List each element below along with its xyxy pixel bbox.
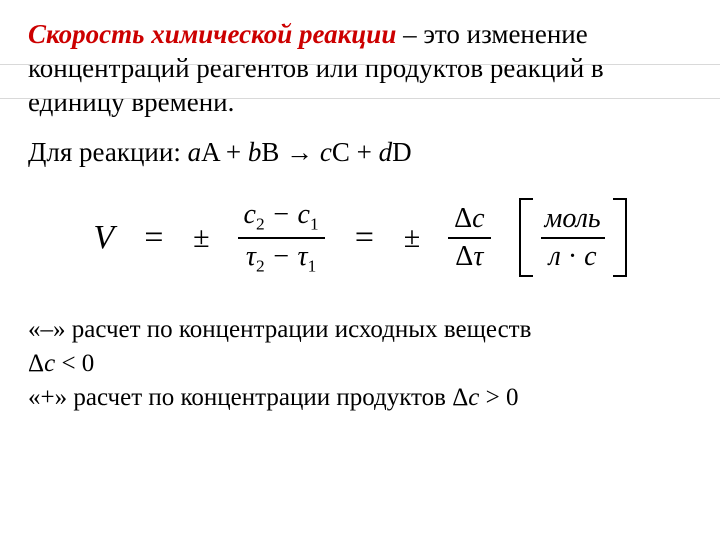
right-bracket	[613, 198, 627, 277]
plus-minus-2: ±	[404, 221, 420, 255]
fraction-denominator-2: Δτ	[449, 239, 489, 271]
equals-2: =	[353, 219, 376, 257]
notes: «–» расчет по концентрации исходных веще…	[28, 313, 692, 414]
rate-formula: V = ± c2 − c1 τ2 − τ1 = ± Δc Δτ моль	[28, 198, 692, 277]
reaction-lead: Для реакции:	[28, 137, 188, 167]
coef-b: b	[248, 137, 262, 167]
note-minus-text: расчет по концентрации исходных веществ	[72, 316, 532, 343]
definition-paragraph: Скорость химической реакции – это измене…	[28, 18, 692, 119]
species-D: D	[392, 137, 412, 167]
coef-c: c	[320, 137, 332, 167]
reaction-line: Для реакции: aA + bB → cC + dD	[28, 137, 692, 168]
note-plus-prefix: «+»	[28, 384, 73, 411]
note-plus-text: расчет по концентрации продуктов	[73, 384, 452, 411]
plus-2: +	[350, 137, 379, 167]
fraction-delta-c-over-delta-tau: Δc Δτ	[448, 204, 490, 271]
plus-1: +	[219, 137, 248, 167]
note-minus-ineq: < 0	[55, 350, 94, 377]
species-C: C	[332, 137, 350, 167]
note-minus-prefix: «–»	[28, 316, 72, 343]
species-A: A	[201, 137, 219, 167]
equals-1: =	[142, 219, 165, 257]
arrow: →	[279, 137, 320, 167]
unit-fraction: моль л · с	[533, 198, 613, 277]
note-plus-ineq: > 0	[479, 384, 518, 411]
left-bracket	[519, 198, 533, 277]
fraction-numerator-2: Δc	[448, 204, 490, 238]
unit-num: моль	[541, 204, 605, 238]
unit-den: л · с	[545, 239, 601, 271]
fraction-delta-c-over-delta-tau-explicit: c2 − c1 τ2 − τ1	[238, 200, 325, 276]
definition-title: Скорость химической реакции	[28, 19, 396, 49]
symbol-V: V	[93, 219, 114, 257]
definition-dash: –	[396, 19, 423, 49]
species-B: B	[261, 137, 279, 167]
plus-minus-1: ±	[193, 221, 209, 255]
slide: Скорость химической реакции – это измене…	[0, 0, 720, 540]
fraction-numerator-1: c2 − c1	[238, 200, 325, 239]
fraction-denominator-1: τ2 − τ1	[240, 239, 322, 276]
coef-d: d	[379, 137, 393, 167]
unit-bracket: моль л · с	[519, 198, 627, 277]
coef-a: a	[188, 137, 202, 167]
